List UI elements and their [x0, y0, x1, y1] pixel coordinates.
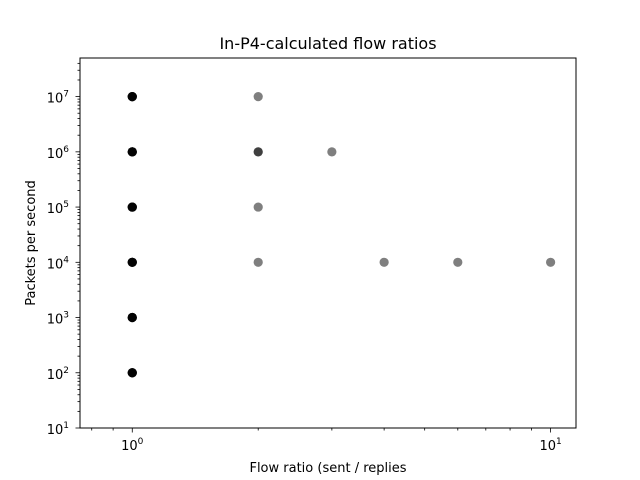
data-point [379, 257, 389, 267]
data-point [327, 147, 337, 157]
data-point [127, 147, 137, 157]
data-point [127, 312, 137, 323]
data-point [546, 257, 556, 267]
x-tick-label: 101 [539, 437, 561, 454]
data-point [453, 257, 463, 267]
chart-title: In-P4-calculated flow ratios [219, 34, 436, 53]
y-tick-label: 104 [47, 255, 70, 272]
y-tick-label: 106 [47, 145, 70, 162]
plot-area-frame [79, 57, 577, 429]
data-point [253, 147, 263, 157]
x-axis-label: Flow ratio (sent / replies [249, 461, 406, 476]
x-tick-label: 100 [121, 437, 144, 454]
data-point [253, 257, 263, 267]
y-tick-label: 101 [47, 421, 69, 438]
data-points [127, 92, 556, 378]
data-point [127, 257, 137, 267]
y-tick-label: 102 [47, 366, 69, 383]
y-tick-label: 105 [47, 200, 69, 217]
y-tick-label: 107 [47, 90, 69, 107]
data-point [253, 92, 263, 102]
y-tick-label: 103 [47, 311, 69, 328]
data-point [127, 202, 137, 212]
data-point [253, 202, 263, 212]
data-point [127, 92, 137, 102]
y-axis-label: Packets per second [24, 180, 39, 306]
data-point [127, 368, 137, 378]
